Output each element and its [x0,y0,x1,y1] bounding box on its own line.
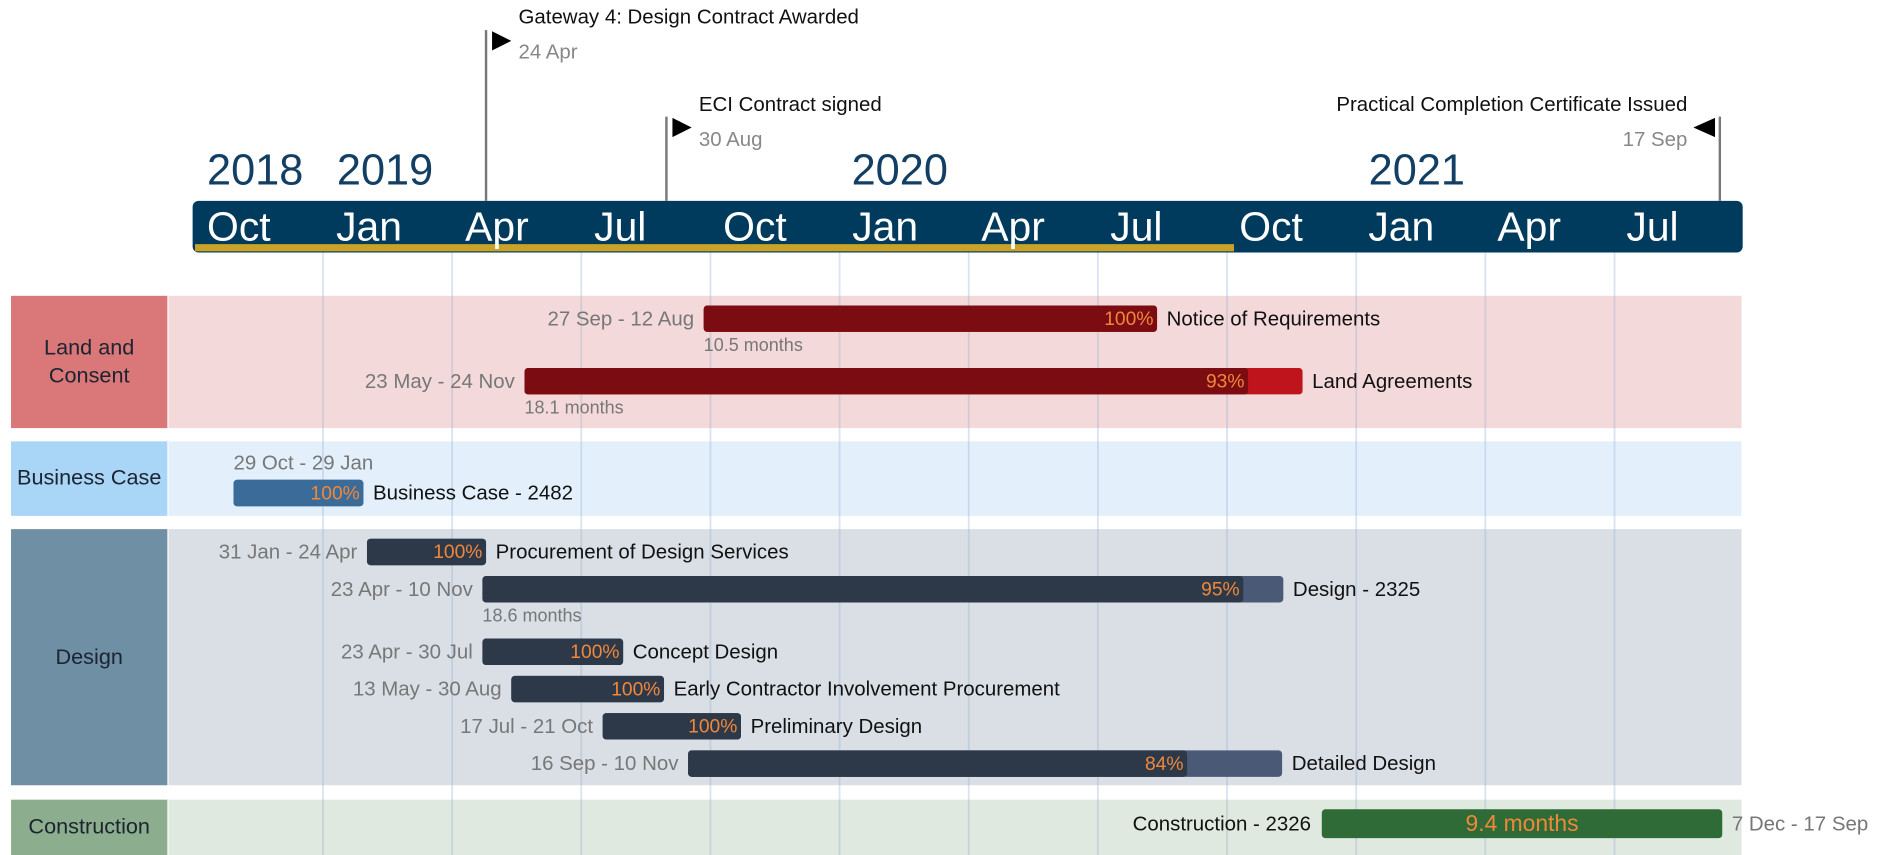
milestone-label: ECI Contract signed [699,93,882,116]
month-label: Jan [336,203,402,249]
lane-background [168,441,1742,516]
lane-label: Construction [28,814,150,839]
milestone-flag [492,31,512,51]
task-dates: 23 Apr - 30 Jul [341,640,473,663]
task-dates: 7 Dec - 17 Sep [1732,812,1868,835]
task-progress [366,538,487,566]
task-progress-label: 84% [1145,754,1184,775]
task-name: Concept Design [633,640,778,663]
milestone-date: 30 Aug [699,128,763,151]
year-label: 2019 [337,147,433,195]
task-progress [482,638,624,665]
task-dates: 31 Jan - 24 Apr [219,541,358,564]
task-progress [703,305,1158,332]
task-progress-label: 100% [611,679,660,700]
task-name: Early Contractor Involvement Procurement [674,678,1061,701]
lane-background [168,529,1742,786]
lane-label-holder: Business Case [17,465,162,490]
lane-label-box [11,799,168,855]
task-dates: 23 May - 24 Nov [365,370,516,393]
month-label: Jul [1626,203,1678,249]
month-label: Jan [1368,203,1434,249]
task-duration: 9.4 months [1466,810,1579,836]
task-name: Preliminary Design [751,715,923,738]
task-duration: 18.1 months [525,398,624,418]
task-dates: 17 Jul - 21 Oct [460,715,593,738]
month-label: Oct [207,203,271,249]
milestone-flag [1693,117,1716,138]
task-duration: 10.5 months [704,335,803,355]
lane-label: Design [55,644,123,669]
lane-label-holder: Land and Consent [44,335,135,388]
lane-label-box [11,441,168,516]
month-label: Oct [723,203,787,249]
milestone-date: 17 Sep [1623,128,1688,151]
lane-label-box [11,529,168,786]
task-bar [1321,809,1723,839]
lane-label-box [11,295,168,429]
task-dates: 23 Apr - 10 Nov [331,578,474,601]
task-name: Notice of Requirements [1167,307,1381,330]
milestone-label: Gateway 4: Design Contract Awarded [519,5,859,28]
month-label: Oct [1239,203,1303,249]
lane-label-holder: Design [55,644,123,669]
task-dates: 29 Oct - 29 Jan [234,452,374,475]
milestone-date: 24 Apr [519,40,578,63]
year-label: 2020 [852,147,948,195]
milestone-flag [672,117,692,138]
milestone-label: Practical Completion Certificate Issued [1336,93,1687,116]
task-progress-label: 100% [311,483,360,504]
task-progress [688,750,1188,777]
task-dates: 16 Sep - 10 Nov [531,752,679,775]
task-progress [233,479,364,507]
year-label: 2018 [207,147,303,195]
task-name: Business Case - 2482 [373,482,573,505]
task-progress-label: 100% [570,642,619,663]
task-progress-label: 100% [1104,309,1153,330]
task-name: Procurement of Design Services [496,541,789,564]
month-label: Jul [594,203,646,249]
task-name: Detailed Design [1292,752,1436,775]
month-label: Jan [852,203,918,249]
lane-label: Business Case [17,465,162,490]
task-name: Construction - 2326 [1133,812,1311,835]
task-progress-label: 93% [1206,371,1245,392]
month-label: Apr [1497,203,1561,249]
lane-label-holder: Construction [28,814,150,839]
task-progress-label: 100% [433,542,482,563]
year-label: 2021 [1369,147,1465,195]
month-label: Apr [465,203,529,249]
timeline-progress [195,244,1235,252]
timeline-bar [192,200,1743,253]
task-dates: 27 Sep - 12 Aug [547,307,694,330]
task-name: Design - 2325 [1293,578,1420,601]
task-progress [602,713,741,740]
task-name: Land Agreements [1312,370,1472,393]
task-progress-label: 95% [1201,580,1240,601]
task-duration: 18.6 months [482,606,581,626]
task-dates: 13 May - 30 Aug [353,678,502,701]
task-progress [524,367,1249,395]
task-progress [511,675,665,703]
task-progress [482,576,1244,603]
month-label: Apr [981,203,1045,249]
month-label: Jul [1110,203,1162,249]
lane-label: Land and Consent [44,335,135,388]
task-progress-label: 100% [688,717,737,738]
